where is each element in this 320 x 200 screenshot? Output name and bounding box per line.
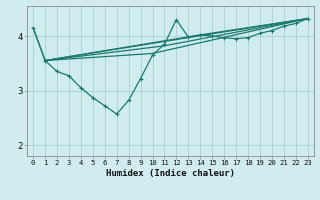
X-axis label: Humidex (Indice chaleur): Humidex (Indice chaleur) (106, 169, 235, 178)
